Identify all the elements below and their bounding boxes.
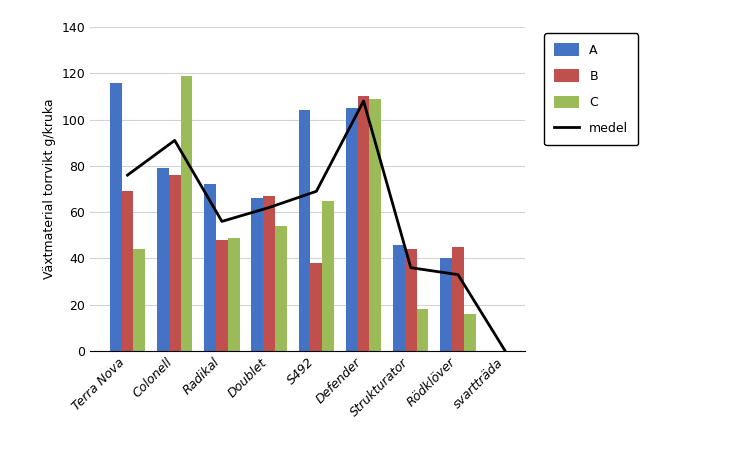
Bar: [322, 201, 334, 351]
Legend: A, B, C, medel: A, B, C, medel: [544, 33, 638, 145]
Bar: [370, 99, 381, 351]
Bar: [405, 249, 417, 351]
Bar: [298, 110, 310, 351]
Bar: [263, 196, 275, 351]
Bar: [275, 226, 286, 351]
Bar: [393, 244, 405, 351]
Bar: [169, 175, 181, 351]
Bar: [417, 309, 428, 351]
Bar: [181, 76, 193, 351]
Y-axis label: Växtmaterial torrvikt g/kruka: Växtmaterial torrvikt g/kruka: [43, 99, 56, 279]
Bar: [251, 198, 263, 351]
Bar: [228, 238, 239, 351]
Bar: [134, 249, 146, 351]
Bar: [310, 263, 322, 351]
Bar: [452, 247, 464, 351]
Bar: [440, 258, 452, 351]
Bar: [346, 108, 358, 351]
Bar: [216, 240, 228, 351]
Bar: [464, 314, 476, 351]
Bar: [358, 96, 370, 351]
Bar: [204, 184, 216, 351]
Bar: [122, 191, 134, 351]
Bar: [157, 168, 169, 351]
Bar: [110, 82, 122, 351]
